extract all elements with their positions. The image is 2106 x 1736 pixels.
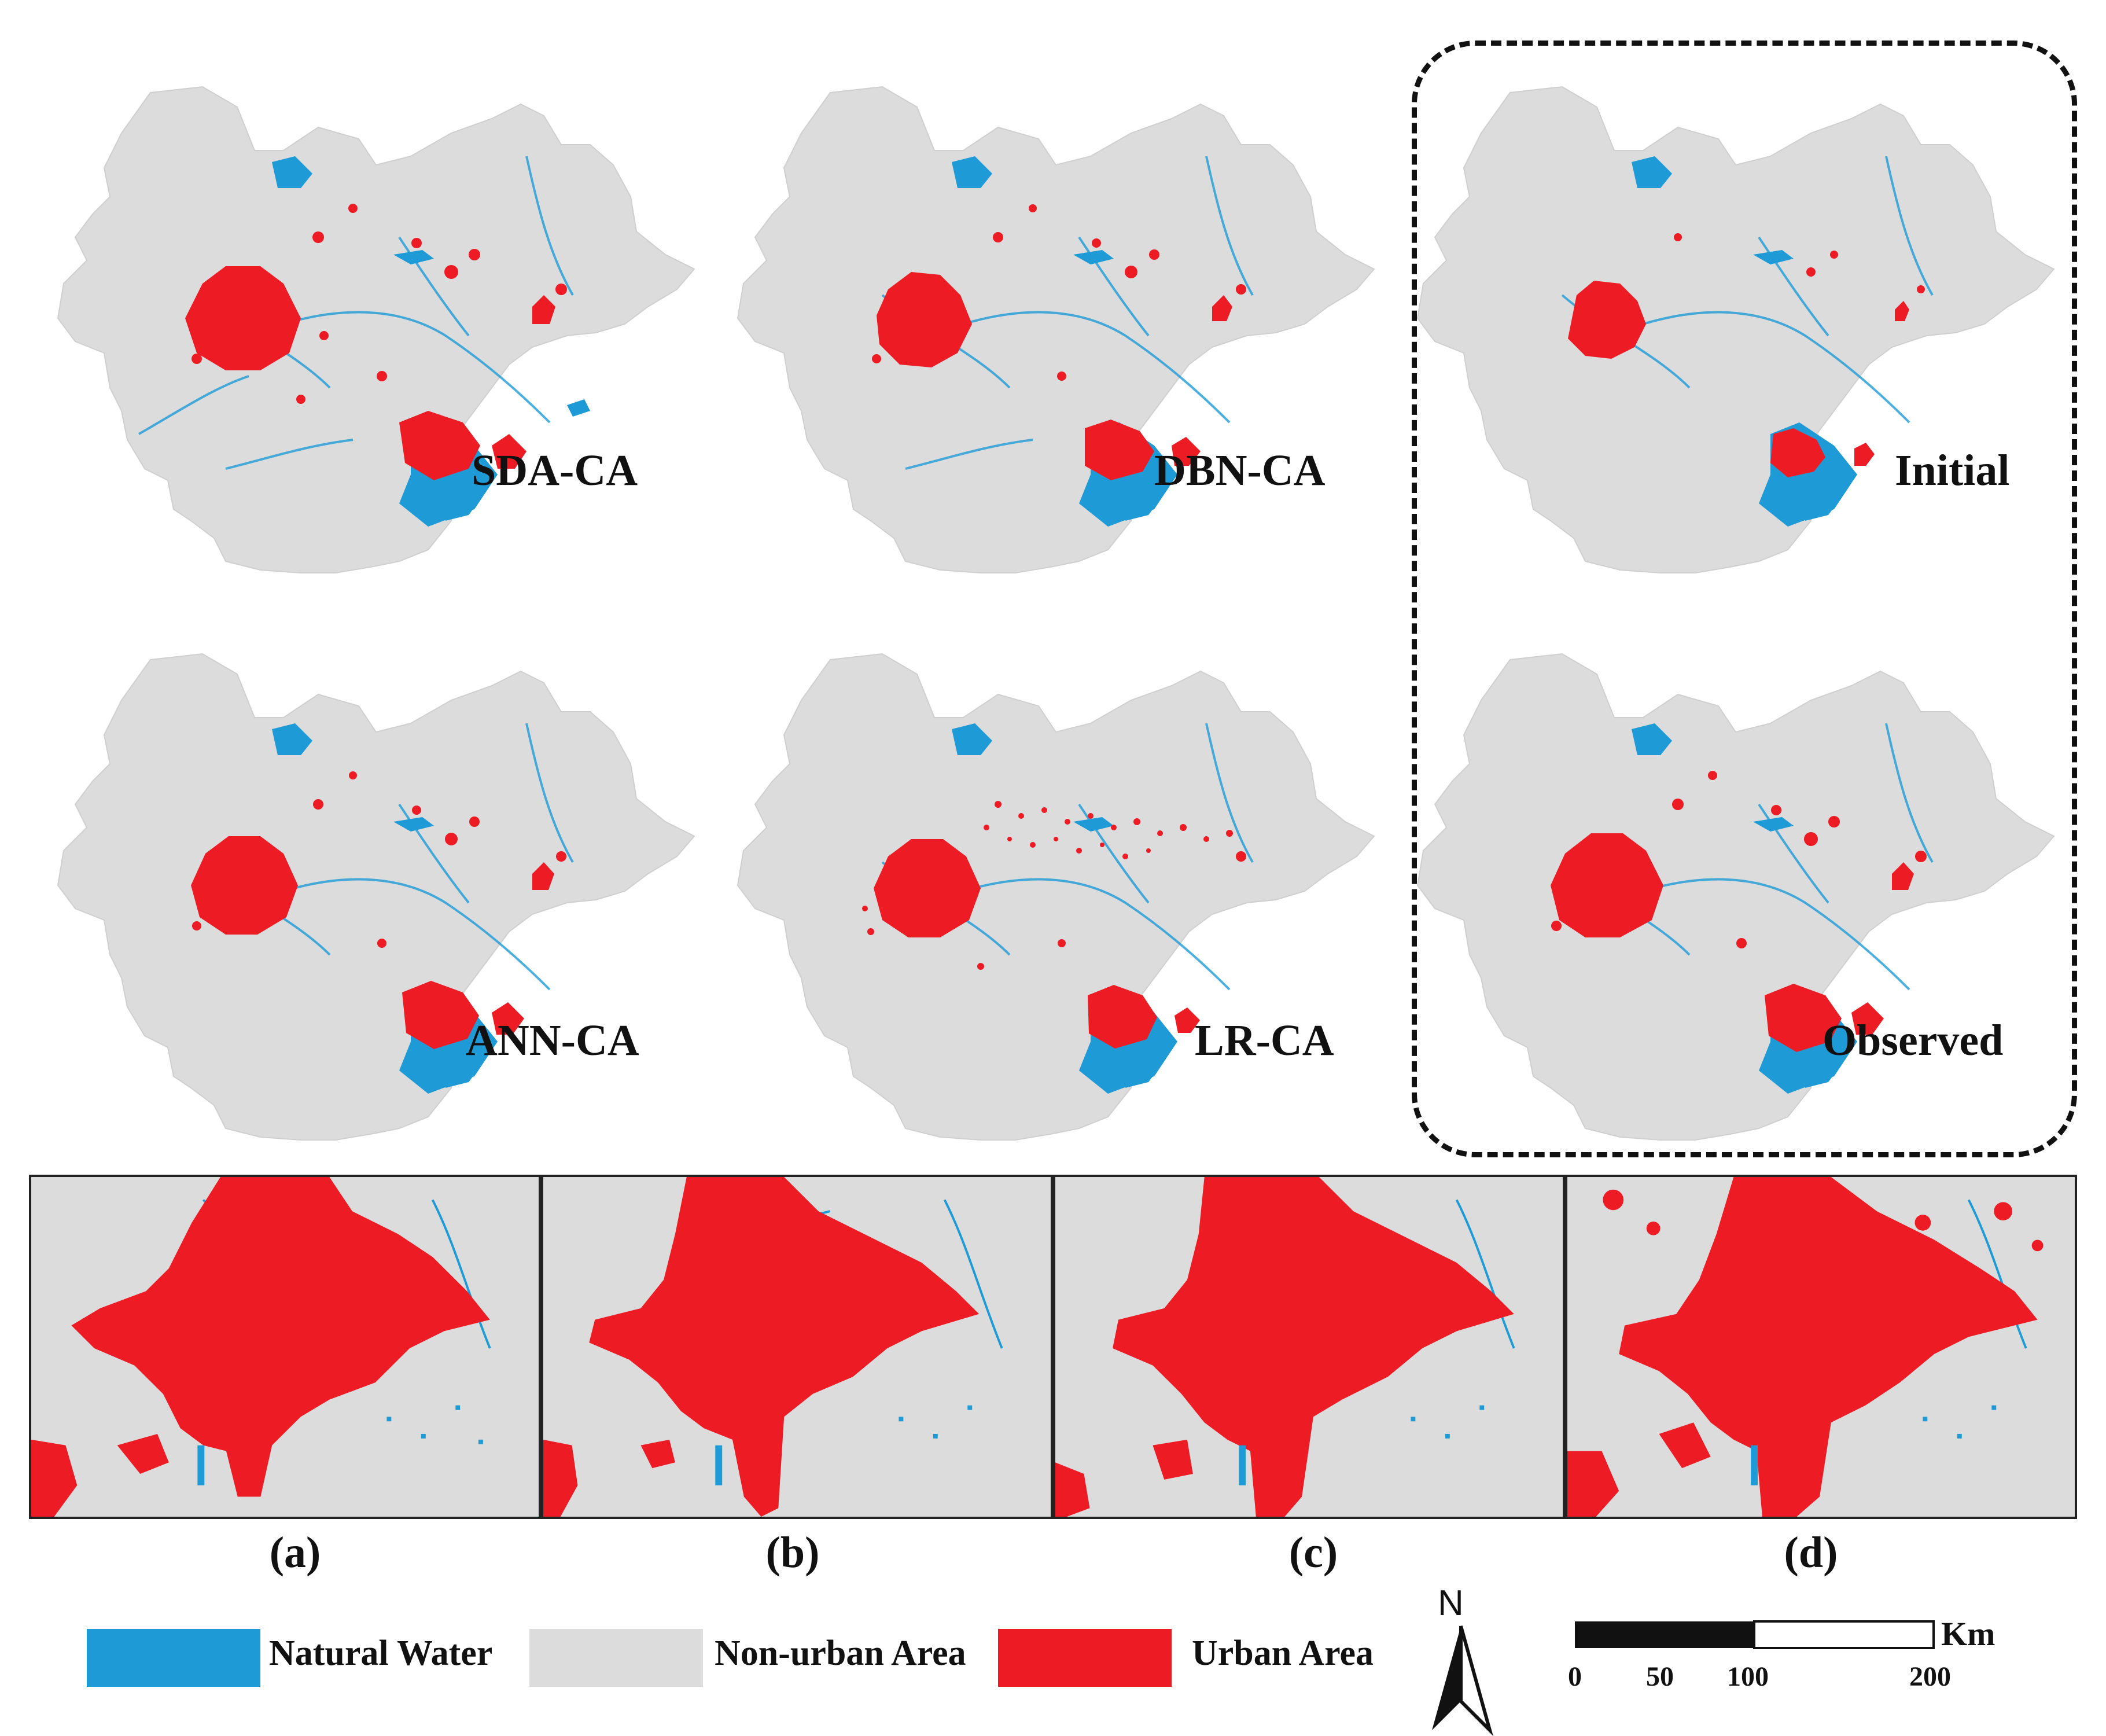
panel-label-sda-ca: SDA-CA <box>472 446 638 495</box>
zoom-map <box>1567 1177 2075 1517</box>
panel-label-observed: Observed <box>1823 1016 2004 1065</box>
legend-label-nonurban: Non-urban Area <box>715 1634 966 1673</box>
scale-tick-50: 50 <box>1646 1661 1674 1692</box>
legend-swatch-urban <box>998 1629 1172 1687</box>
map-panel-observed <box>1412 631 2077 1175</box>
region-map <box>737 653 1375 1141</box>
zoom-panel-d <box>1565 1175 2077 1519</box>
zoom-map <box>543 1177 1051 1517</box>
region-map <box>1417 653 2055 1141</box>
zoom-panel-c <box>1053 1175 1565 1519</box>
scale-tick-0: 0 <box>1568 1661 1582 1692</box>
region-map <box>1417 86 2055 573</box>
panel-label-dbn-ca: DBN-CA <box>1154 446 1326 495</box>
map-panel-sda-ca <box>52 64 717 608</box>
zoom-caption-c: (c) <box>1288 1528 1338 1577</box>
zoom-panel-b <box>541 1175 1053 1519</box>
north-letter: N <box>1438 1583 1464 1623</box>
scale-bar <box>1575 1620 1935 1649</box>
region-map <box>57 653 695 1141</box>
map-panel-lr-ca <box>732 631 1397 1175</box>
scale-unit: Km <box>1941 1615 1995 1653</box>
region-map <box>737 86 1375 573</box>
legend-label-urban: Urban Area <box>1192 1634 1374 1673</box>
map-panel-initial <box>1412 64 2077 608</box>
zoom-panel-a <box>29 1175 541 1519</box>
north-arrow-icon <box>1432 1625 1493 1736</box>
zoom-map <box>31 1177 539 1517</box>
legend-swatch-water <box>87 1629 260 1687</box>
scale-tick-200: 200 <box>1909 1661 1951 1692</box>
reference-maps-frame <box>1412 41 2077 1157</box>
map-panel-dbn-ca <box>732 64 1397 608</box>
legend-label-water: Natural Water <box>269 1634 493 1673</box>
scale-tick-100: 100 <box>1727 1661 1769 1692</box>
zoom-caption-b: (b) <box>765 1528 820 1577</box>
panel-label-lr-ca: LR-CA <box>1195 1016 1334 1065</box>
legend-swatch-nonurban <box>529 1629 703 1687</box>
panel-label-initial: Initial <box>1895 446 2010 495</box>
zoom-map <box>1055 1177 1563 1517</box>
zoom-caption-d: (d) <box>1784 1528 1838 1577</box>
zoom-caption-a: (a) <box>269 1528 321 1577</box>
panel-label-ann-ca: ANN-CA <box>466 1016 639 1065</box>
region-map <box>57 86 695 573</box>
map-panel-ann-ca <box>52 631 717 1175</box>
